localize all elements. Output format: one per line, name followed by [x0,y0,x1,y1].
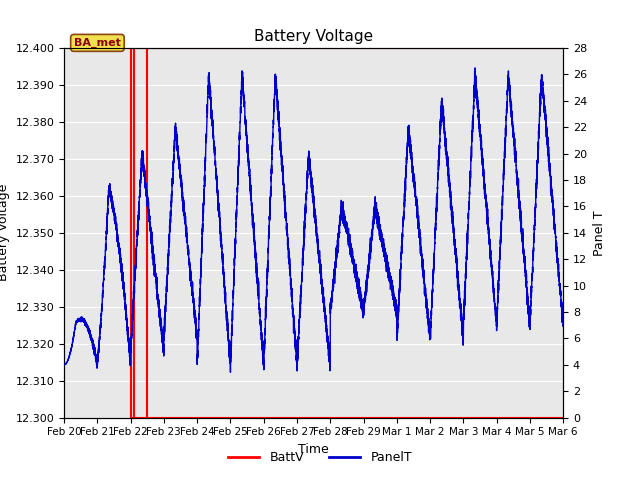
Text: BA_met: BA_met [74,38,121,48]
X-axis label: Time: Time [298,443,329,456]
Title: Battery Voltage: Battery Voltage [254,29,373,44]
Y-axis label: Panel T: Panel T [593,210,605,256]
Legend: BattV, PanelT: BattV, PanelT [223,446,417,469]
Y-axis label: Battery Voltage: Battery Voltage [0,184,10,281]
